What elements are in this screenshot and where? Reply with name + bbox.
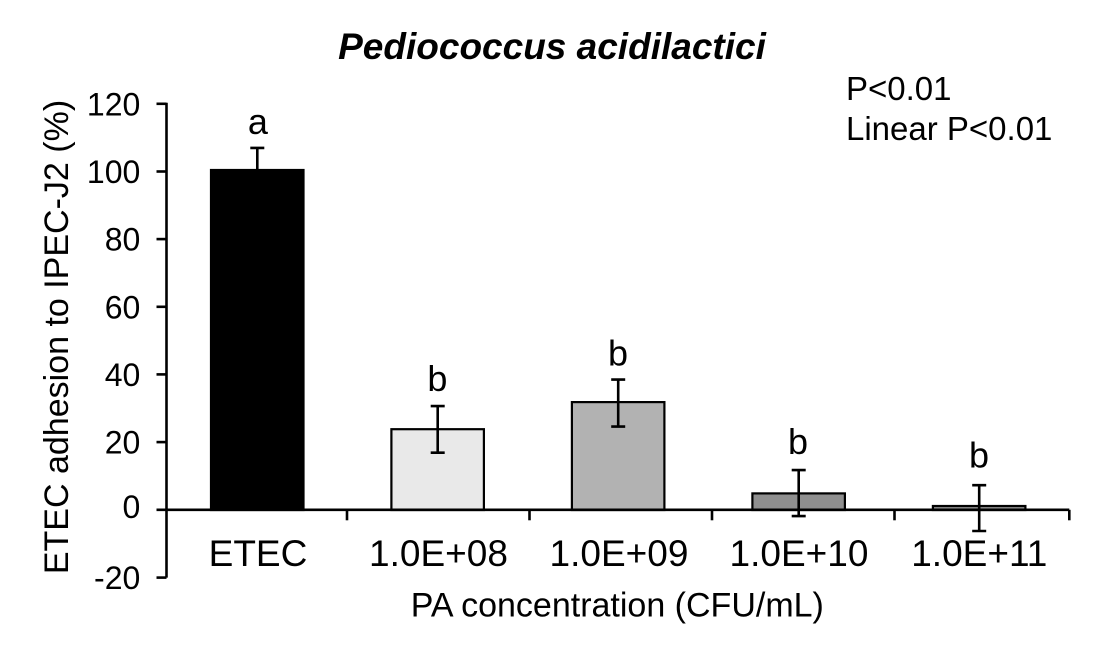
svg-text:ETEC: ETEC — [209, 533, 308, 574]
svg-text:80: 80 — [105, 222, 141, 258]
svg-text:1.0E+10: 1.0E+10 — [730, 533, 869, 574]
svg-text:100: 100 — [87, 154, 140, 190]
svg-text:b: b — [608, 333, 628, 374]
svg-text:1.0E+11: 1.0E+11 — [911, 533, 1047, 574]
svg-text:1.0E+08: 1.0E+08 — [369, 533, 508, 574]
svg-text:Pediococcus acidilactici: Pediococcus acidilactici — [338, 26, 766, 67]
svg-text:1.0E+09: 1.0E+09 — [550, 533, 689, 574]
svg-text:60: 60 — [105, 289, 141, 325]
svg-text:b: b — [788, 421, 808, 462]
svg-text:a: a — [248, 101, 269, 142]
svg-text:20: 20 — [105, 425, 141, 461]
svg-text:PA concentration (CFU/mL): PA concentration (CFU/mL) — [411, 587, 824, 625]
svg-text:b: b — [427, 358, 447, 399]
svg-text:-20: -20 — [94, 560, 140, 596]
svg-text:40: 40 — [105, 357, 141, 393]
svg-text:0: 0 — [123, 489, 141, 525]
svg-text:P<0.01: P<0.01 — [846, 70, 952, 107]
svg-text:b: b — [969, 435, 989, 476]
svg-text:120: 120 — [87, 86, 140, 122]
svg-text:ETEC adhesion to IPEC-J2 (%): ETEC adhesion to IPEC-J2 (%) — [38, 100, 76, 574]
svg-text:Linear P<0.01: Linear P<0.01 — [846, 110, 1052, 147]
